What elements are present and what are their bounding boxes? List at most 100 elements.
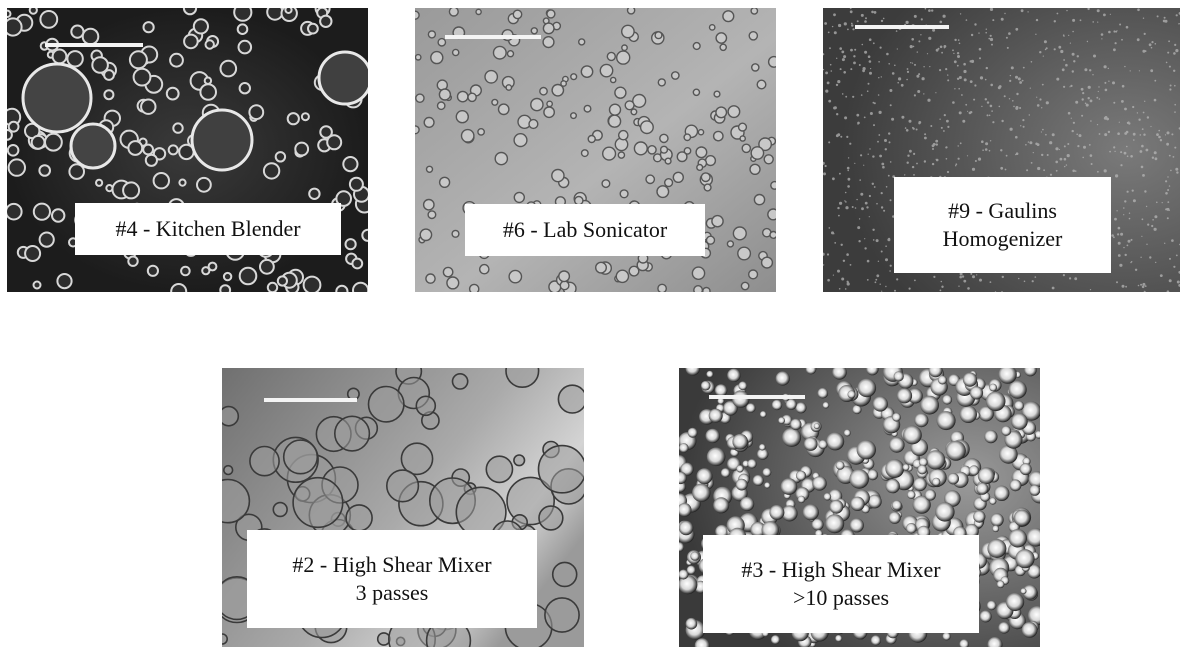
- droplet: [891, 117, 895, 121]
- droplet: [864, 247, 867, 250]
- droplet: [795, 402, 807, 414]
- droplet: [979, 610, 992, 623]
- droplet: [1089, 69, 1092, 72]
- droplet: [824, 22, 827, 25]
- droplet: [959, 272, 963, 276]
- droplet: [894, 64, 896, 67]
- droplet: [1150, 69, 1154, 73]
- droplet: [1029, 141, 1033, 145]
- droplet: [647, 144, 657, 155]
- droplet: [989, 104, 993, 108]
- droplet: [872, 101, 875, 104]
- droplet: [1019, 463, 1032, 476]
- droplet: [1164, 134, 1167, 136]
- droplet: [485, 455, 514, 484]
- droplet: [939, 69, 942, 72]
- droplet: [847, 28, 849, 31]
- droplet: [976, 482, 989, 495]
- droplet: [1059, 157, 1063, 161]
- droplet: [841, 58, 845, 62]
- droplet: [747, 459, 757, 469]
- droplet: [222, 271, 233, 282]
- droplet: [916, 74, 920, 78]
- droplet: [748, 30, 759, 41]
- droplet: [933, 275, 936, 278]
- droplet: [219, 59, 238, 78]
- droplet: [1144, 190, 1147, 193]
- micrograph-high-shear-10-passes: #3 - High Shear Mixer >10 passes: [679, 368, 1040, 647]
- droplet: [1141, 128, 1144, 130]
- droplet: [1121, 100, 1124, 103]
- panel-caption: #4 - Kitchen Blender: [75, 203, 341, 255]
- droplet: [513, 133, 528, 148]
- droplet: [436, 101, 446, 111]
- droplet: [841, 277, 845, 281]
- droplet: [484, 69, 499, 84]
- droplet: [883, 209, 886, 212]
- droplet: [885, 245, 887, 247]
- droplet: [849, 10, 853, 14]
- droplet: [1087, 97, 1090, 100]
- droplet: [954, 88, 956, 90]
- droplet: [1145, 148, 1149, 152]
- droplet: [307, 22, 319, 35]
- droplet: [904, 174, 906, 176]
- droplet: [795, 470, 807, 481]
- droplet: [928, 9, 931, 12]
- droplet: [844, 191, 847, 194]
- droplet: [1055, 147, 1059, 151]
- droplet: [1140, 165, 1144, 169]
- droplet: [860, 94, 863, 96]
- droplet: [839, 68, 842, 71]
- droplet: [858, 218, 861, 220]
- droplet: [1169, 88, 1172, 91]
- droplet: [910, 62, 912, 64]
- droplet: [1067, 143, 1070, 145]
- droplet: [438, 176, 451, 189]
- droplet: [44, 132, 63, 152]
- droplet: [1034, 430, 1040, 439]
- droplet: [559, 280, 570, 291]
- droplet: [872, 42, 875, 45]
- droplet: [1013, 509, 1031, 527]
- droplet: [302, 275, 322, 292]
- droplet: [1022, 66, 1025, 69]
- droplet: [587, 134, 596, 144]
- droplet: [989, 34, 992, 37]
- droplet: [1015, 135, 1018, 139]
- droplet: [140, 98, 157, 115]
- droplet: [937, 375, 947, 385]
- droplet: [1068, 34, 1070, 36]
- droplet: [843, 22, 847, 26]
- droplet: [1161, 202, 1163, 204]
- droplet: [1154, 43, 1157, 45]
- droplet: [1128, 122, 1131, 125]
- droplet: [935, 139, 939, 143]
- droplet: [785, 398, 797, 410]
- droplet: [400, 442, 434, 476]
- droplet: [1024, 368, 1037, 377]
- droplet: [1121, 284, 1125, 288]
- droplet: [914, 279, 916, 282]
- droplet: [908, 119, 912, 123]
- droplet: [847, 185, 850, 188]
- droplet: [846, 253, 849, 256]
- droplet: [936, 411, 956, 431]
- droplet: [827, 31, 830, 34]
- droplet: [715, 524, 729, 539]
- droplet: [764, 482, 771, 489]
- droplet: [617, 129, 629, 141]
- droplet: [103, 89, 115, 101]
- droplet: [939, 20, 943, 24]
- droplet: [1096, 124, 1099, 126]
- droplet: [957, 55, 960, 58]
- droplet: [837, 80, 841, 84]
- droplet: [1055, 160, 1058, 164]
- droplet: [1168, 40, 1170, 43]
- droplet: [823, 172, 826, 176]
- droplet: [468, 283, 480, 292]
- droplet: [1097, 21, 1099, 23]
- droplet: [272, 501, 288, 518]
- droplet: [825, 514, 845, 534]
- droplet: [739, 135, 747, 142]
